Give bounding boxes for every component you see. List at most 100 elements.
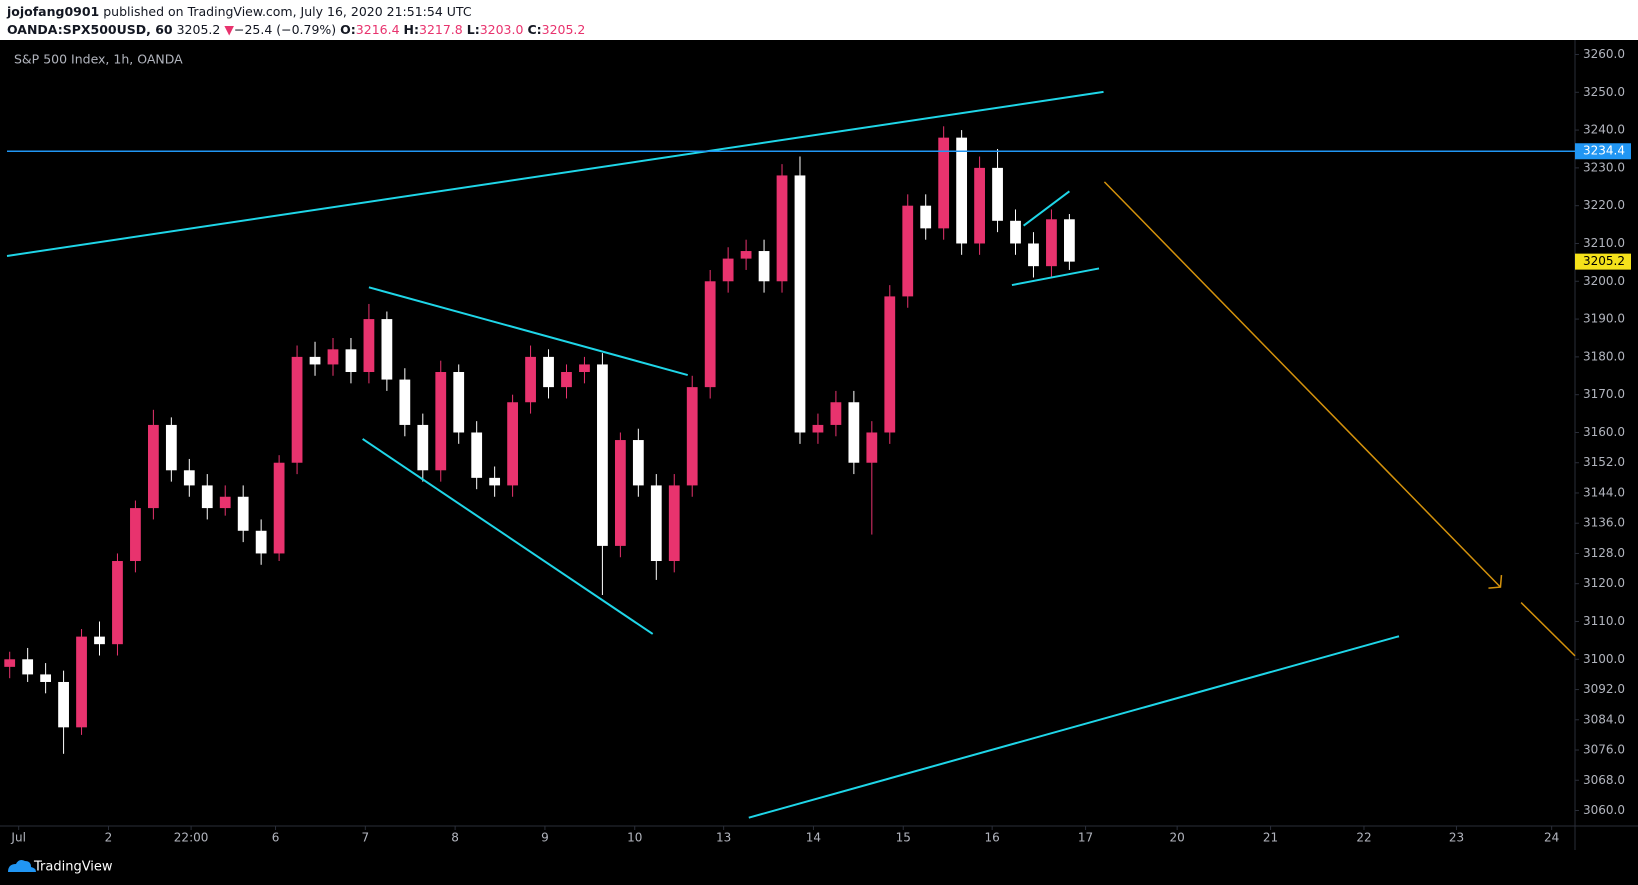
ohlc-value: 3203.0 bbox=[480, 22, 524, 37]
published: published on TradingView.com, July 16, 2… bbox=[103, 4, 472, 19]
x-tick-label: 14 bbox=[806, 831, 821, 845]
y-tick-label: 3060.0 bbox=[1583, 803, 1625, 817]
x-tick-label: 20 bbox=[1170, 831, 1185, 845]
candle-body bbox=[381, 319, 393, 380]
trendline bbox=[368, 286, 688, 376]
ohlc-value: 3216.4 bbox=[356, 22, 400, 37]
candle-body bbox=[722, 258, 734, 282]
arrow: ▼ bbox=[224, 22, 234, 37]
candle-body bbox=[956, 137, 968, 244]
y-tick-label: 3220.0 bbox=[1583, 198, 1625, 212]
candle-body bbox=[992, 167, 1003, 221]
x-tick-label: 23 bbox=[1449, 831, 1464, 845]
candle-body bbox=[974, 167, 985, 244]
ohlc-value: 3217.8 bbox=[419, 22, 463, 37]
y-tick-label: 3128.0 bbox=[1583, 546, 1625, 560]
candle-body bbox=[1028, 243, 1039, 267]
ohlc-key: O: bbox=[340, 22, 356, 37]
candle-body bbox=[237, 496, 249, 531]
candle-body bbox=[794, 175, 806, 433]
y-tick-label: 3100.0 bbox=[1583, 652, 1625, 666]
candle-body bbox=[327, 349, 339, 365]
candle-body bbox=[219, 496, 231, 509]
x-tick-label: 17 bbox=[1078, 831, 1093, 845]
y-tick-label: 3180.0 bbox=[1583, 349, 1625, 363]
candle-body bbox=[848, 402, 860, 463]
ohlc-key: L: bbox=[467, 22, 480, 37]
candle-body bbox=[632, 440, 644, 486]
x-tick-label: 22 bbox=[1356, 831, 1371, 845]
ohlc-key: C: bbox=[527, 22, 541, 37]
candle-body bbox=[58, 681, 69, 728]
candle-body bbox=[920, 205, 932, 229]
y-tick-label: 3250.0 bbox=[1583, 85, 1625, 99]
candle-body bbox=[525, 356, 536, 403]
x-tick-label: 16 bbox=[985, 831, 1000, 845]
x-tick-label: 8 bbox=[451, 831, 459, 845]
arrow-head bbox=[1488, 575, 1503, 589]
candle-body bbox=[902, 205, 914, 297]
x-tick-label: Jul bbox=[10, 831, 25, 845]
candle-body bbox=[686, 387, 698, 486]
y-tick-label: 3084.0 bbox=[1583, 712, 1625, 726]
logo bbox=[8, 860, 36, 872]
candle-body bbox=[704, 281, 716, 388]
candle-body bbox=[650, 485, 662, 562]
header-line2: OANDA:SPX500USD, 60 3205.2 ▼−25.4 (−0.79… bbox=[7, 22, 585, 37]
candle-body bbox=[1064, 219, 1075, 262]
last-price-box bbox=[1575, 253, 1631, 270]
x-tick-label: 9 bbox=[541, 831, 549, 845]
footer-bar bbox=[0, 850, 1638, 885]
candle-body bbox=[291, 356, 303, 463]
candle-body bbox=[130, 508, 141, 562]
candle-body bbox=[776, 175, 788, 282]
candle-body bbox=[399, 379, 411, 425]
candle-body bbox=[489, 477, 501, 486]
header-line1: jojofang0901 published on TradingView.co… bbox=[6, 4, 472, 19]
x-tick-label: 13 bbox=[716, 831, 731, 845]
candle-body bbox=[40, 674, 52, 682]
arrow-line bbox=[1520, 602, 1576, 657]
candle-body bbox=[112, 561, 123, 645]
candle-body bbox=[884, 296, 896, 433]
candle-body bbox=[453, 372, 465, 433]
candle-body bbox=[543, 356, 554, 388]
candle-body bbox=[866, 432, 878, 463]
y-tick-label: 3210.0 bbox=[1583, 236, 1625, 250]
candle-body bbox=[579, 364, 590, 373]
x-tick-label: 6 bbox=[272, 831, 280, 845]
y-tick-label: 3144.0 bbox=[1583, 485, 1625, 499]
candle-body bbox=[363, 319, 375, 373]
y-tick-label: 3092.0 bbox=[1583, 682, 1625, 696]
candle-body bbox=[812, 424, 824, 433]
candle-body bbox=[471, 432, 483, 478]
candle-body bbox=[22, 659, 34, 675]
y-tick-label: 3200.0 bbox=[1583, 274, 1625, 288]
y-tick-label: 3190.0 bbox=[1583, 312, 1625, 326]
candle-body bbox=[255, 530, 267, 554]
trendline bbox=[1011, 267, 1100, 287]
y-tick-label: 3076.0 bbox=[1583, 743, 1625, 757]
candle-body bbox=[345, 349, 357, 373]
y-tick-label: 3136.0 bbox=[1583, 516, 1625, 530]
candle-body bbox=[614, 440, 626, 546]
last-price-label: 3205.2 bbox=[1583, 254, 1625, 268]
candle-body bbox=[561, 372, 572, 388]
candle-body bbox=[507, 402, 518, 486]
candle-body bbox=[938, 137, 950, 229]
last: 3205.2 bbox=[177, 22, 221, 37]
candle-body bbox=[4, 659, 16, 667]
trendline bbox=[362, 438, 654, 635]
candle-body bbox=[740, 251, 752, 259]
candle-body bbox=[1010, 220, 1021, 244]
y-tick-label: 3120.0 bbox=[1583, 576, 1625, 590]
y-tick-label: 3260.0 bbox=[1583, 47, 1625, 61]
candle-body bbox=[147, 424, 159, 509]
ohlc-key: H: bbox=[404, 22, 419, 37]
y-tick-label: 3240.0 bbox=[1583, 123, 1625, 137]
author: jojofang0901 bbox=[6, 4, 99, 19]
x-tick-label: 24 bbox=[1544, 831, 1559, 845]
hline-label: 3234.4 bbox=[1583, 144, 1625, 158]
brand: TradingView bbox=[33, 860, 113, 875]
